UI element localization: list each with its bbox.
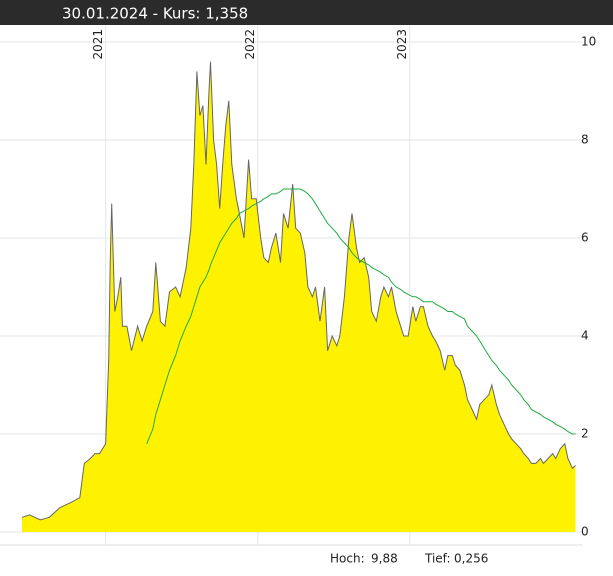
high-value: 9,88 — [371, 552, 398, 566]
axes: 0 2 4 6 8 10 2021 2022 2023 — [91, 29, 596, 539]
high-label: Hoch: — [330, 552, 365, 566]
plot — [21, 61, 576, 532]
y-tick-label: 6 — [581, 231, 589, 245]
x-tick-label: 2021 — [91, 29, 105, 60]
price-area — [22, 61, 576, 532]
header-bar — [0, 0, 613, 25]
price-line — [21, 61, 576, 521]
y-tick-label: 2 — [581, 427, 589, 441]
header-title: 30.01.2024 - Kurs: 1,358 — [62, 5, 248, 23]
low-label: Tief: — [424, 552, 451, 566]
y-tick-label: 4 — [581, 329, 589, 343]
y-tick-label: 0 — [581, 525, 589, 539]
x-tick-label: 2022 — [243, 29, 257, 60]
x-tick-label: 2023 — [395, 29, 409, 60]
average-line — [146, 188, 576, 444]
low-value: 0,256 — [454, 552, 488, 566]
y-tick-label: 10 — [581, 35, 596, 49]
y-tick-label: 8 — [581, 133, 589, 147]
